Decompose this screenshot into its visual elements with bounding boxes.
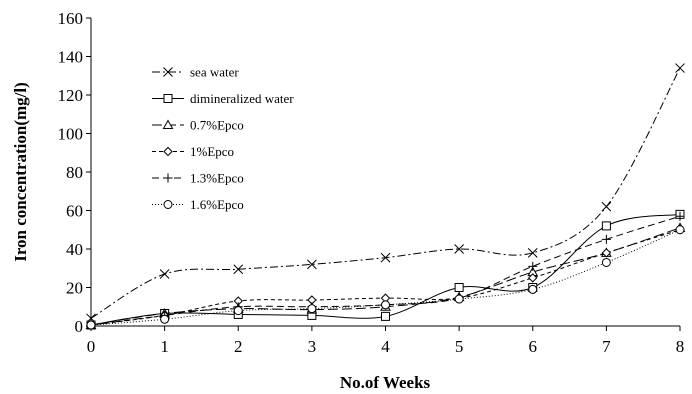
legend: sea water dimineralized water 0.7%Epco 1%Ep… <box>152 65 294 212</box>
axes <box>90 18 680 327</box>
data-point <box>233 306 243 316</box>
data-point <box>233 264 244 275</box>
legend-entry: 0.7%Epco <box>152 118 244 133</box>
legend-marker <box>163 200 173 209</box>
data-point <box>675 63 685 73</box>
data-point <box>528 284 538 294</box>
legend-label: 0.7%Epco <box>190 118 244 133</box>
y-tick-label: 120 <box>58 86 84 105</box>
series-5 <box>86 225 685 330</box>
data-point <box>601 257 611 267</box>
x-tick-label: 6 <box>529 337 538 356</box>
series-line <box>90 229 681 326</box>
y-axis-title: Iron concentration(mg/l) <box>11 82 30 262</box>
x-tick-label: 7 <box>602 337 611 356</box>
data-point <box>528 261 538 271</box>
y-tick-label: 100 <box>58 125 84 144</box>
legend-label: sea water <box>190 65 239 80</box>
y-tick-label: 60 <box>66 202 83 221</box>
y-ticks: 0 20 40 60 80 100 120 140 160 <box>58 9 91 336</box>
data-point <box>307 259 317 270</box>
data-point <box>307 304 317 314</box>
legend-entry: 1.6%Epco <box>152 197 244 212</box>
data-point <box>528 273 538 283</box>
legend-label: dimineralized water <box>190 91 294 106</box>
data-point <box>381 300 390 310</box>
legend-entry: sea water <box>152 65 239 80</box>
x-tick-label: 2 <box>234 337 243 356</box>
x-ticks: 0 1 2 3 4 5 6 7 8 <box>87 326 685 356</box>
data-point <box>675 225 685 235</box>
legend-marker <box>163 67 173 77</box>
y-tick-label: 80 <box>66 163 83 182</box>
x-tick-label: 4 <box>381 337 390 356</box>
data-point <box>454 283 464 292</box>
data-point <box>86 320 96 330</box>
data-point <box>454 244 464 254</box>
y-tick-label: 20 <box>66 279 83 298</box>
legend-marker <box>163 94 173 103</box>
data-point <box>527 247 538 258</box>
series-0 <box>86 63 685 324</box>
data-point <box>159 269 170 279</box>
x-tick-label: 0 <box>87 337 96 356</box>
data-point <box>380 252 391 263</box>
data-point <box>454 294 464 304</box>
x-axis-title: No.of Weeks <box>340 373 431 392</box>
legend-label: 1%Epco <box>190 144 234 159</box>
legend-label: 1.3%Epco <box>190 171 244 186</box>
legend-entry: 1%Epco <box>152 144 234 159</box>
series-1 <box>86 209 685 330</box>
legend-entry: dimineralized water <box>152 91 294 106</box>
x-tick-label: 8 <box>676 337 685 356</box>
legend-entry: 1.3%Epco <box>152 171 244 186</box>
data-point <box>601 248 612 258</box>
data-point <box>675 211 685 221</box>
y-tick-label: 140 <box>58 48 84 67</box>
x-tick-label: 3 <box>308 337 317 356</box>
legend-marker <box>163 173 173 183</box>
series-group <box>85 63 686 330</box>
data-point <box>160 314 170 324</box>
x-tick-label: 1 <box>160 337 169 356</box>
x-tick-label: 5 <box>455 337 464 356</box>
series-line <box>90 67 681 319</box>
legend-marker <box>163 146 173 157</box>
legend-marker <box>162 119 174 129</box>
data-point <box>381 311 390 321</box>
legend-label: 1.6%Epco <box>190 197 244 212</box>
y-tick-label: 0 <box>75 317 84 336</box>
data-point <box>601 234 611 244</box>
y-tick-label: 40 <box>66 240 83 259</box>
y-tick-label: 160 <box>58 9 84 28</box>
data-point <box>601 201 612 212</box>
data-point <box>601 221 611 231</box>
